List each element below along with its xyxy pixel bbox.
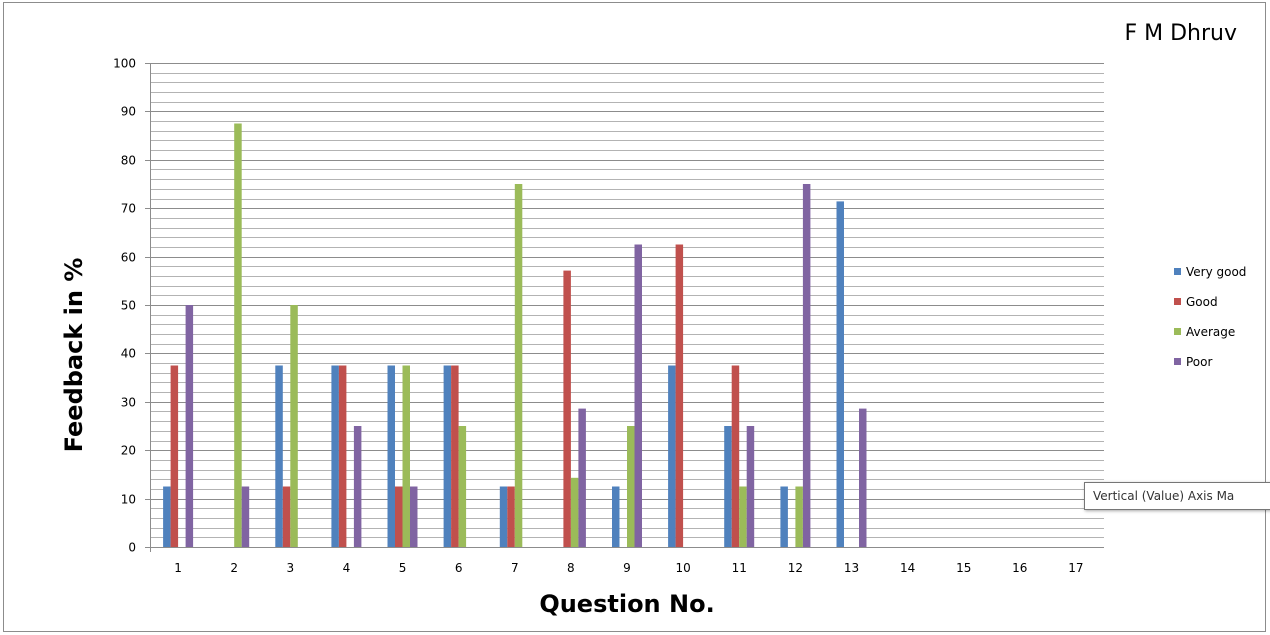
legend-swatch	[1174, 358, 1181, 365]
bar-very-good[interactable]	[499, 486, 508, 548]
bar-average[interactable]	[514, 184, 523, 547]
x-tick-label: 2	[230, 561, 238, 575]
bar-very-good[interactable]	[612, 486, 620, 548]
axis-tooltip: Vertical (Value) Axis Ma	[1084, 482, 1270, 510]
legend-swatch	[1174, 298, 1181, 305]
bar-poor[interactable]	[859, 408, 867, 547]
bar-good[interactable]	[563, 270, 571, 547]
y-tick-label: 70	[121, 202, 136, 216]
y-tick-label: 10	[121, 493, 136, 507]
bar-good[interactable]	[451, 365, 459, 548]
bar-poor[interactable]	[241, 486, 250, 548]
bar-very-good[interactable]	[331, 365, 339, 548]
y-tick-label: 30	[121, 396, 136, 410]
bar-average[interactable]	[234, 123, 242, 548]
bar-average[interactable]	[627, 426, 635, 547]
bar-good[interactable]	[731, 365, 740, 548]
bars	[163, 123, 867, 548]
legend[interactable]: Very good Good Average Poor	[1174, 265, 1246, 369]
bar-poor[interactable]	[802, 184, 811, 547]
x-tick-label: 16	[1012, 561, 1027, 575]
x-tick-label: 1	[174, 561, 182, 575]
x-tick-label: 17	[1068, 561, 1083, 575]
bar-good[interactable]	[507, 486, 515, 548]
y-tick-label: 40	[121, 347, 136, 361]
bar-very-good[interactable]	[275, 365, 283, 548]
y-tick-label: 0	[128, 541, 136, 555]
bar-average[interactable]	[570, 477, 579, 547]
bar-very-good[interactable]	[668, 365, 676, 548]
bar-very-good[interactable]	[443, 365, 452, 548]
bar-average[interactable]	[458, 426, 467, 547]
legend-label: Poor	[1186, 355, 1212, 369]
bar-average[interactable]	[402, 365, 411, 548]
chart-title[interactable]: F M Dhruv	[1124, 21, 1237, 46]
x-tick-label: 11	[732, 561, 747, 575]
bar-good[interactable]	[395, 486, 403, 548]
x-tick-label: 9	[623, 561, 631, 575]
bar-very-good[interactable]	[724, 426, 732, 547]
legend-swatch	[1174, 268, 1181, 275]
y-tick-label: 80	[121, 154, 136, 168]
y-axis-title[interactable]: Feedback in %	[60, 258, 88, 453]
x-tick-label: 12	[788, 561, 803, 575]
x-tick-label: 10	[675, 561, 690, 575]
bar-average[interactable]	[739, 486, 747, 548]
x-tick-label: 3	[286, 561, 294, 575]
x-tick-label: 4	[343, 561, 351, 575]
bar-poor[interactable]	[746, 426, 755, 547]
bar-average[interactable]	[290, 305, 298, 547]
y-tick-label: 100	[113, 57, 136, 71]
bar-good[interactable]	[282, 486, 291, 548]
y-tick-label: 60	[121, 251, 136, 265]
bar-average[interactable]	[795, 486, 803, 548]
x-tick-label: 8	[567, 561, 575, 575]
x-tick-label: 13	[844, 561, 859, 575]
y-tick-label: 20	[121, 444, 136, 458]
bar-good[interactable]	[170, 365, 179, 548]
bar-poor[interactable]	[353, 426, 362, 547]
legend-label: Good	[1186, 295, 1218, 309]
bar-very-good[interactable]	[780, 486, 788, 548]
x-tick-label: 5	[399, 561, 407, 575]
legend-label: Very good	[1186, 265, 1246, 279]
x-tick-label: 14	[900, 561, 915, 575]
bar-very-good[interactable]	[387, 365, 396, 548]
x-tick-label: 6	[455, 561, 463, 575]
legend-label: Average	[1186, 325, 1235, 339]
bar-poor[interactable]	[578, 408, 586, 547]
bar-good[interactable]	[675, 244, 684, 548]
bar-poor[interactable]	[410, 486, 418, 548]
legend-swatch	[1174, 328, 1181, 335]
y-tick-label: 90	[121, 105, 136, 119]
x-tick-label: 7	[511, 561, 519, 575]
bar-very-good[interactable]	[836, 201, 845, 547]
y-tick-label: 50	[121, 299, 136, 313]
bar-good[interactable]	[338, 365, 347, 548]
bar-very-good[interactable]	[163, 486, 171, 548]
x-axis-title[interactable]: Question No.	[539, 590, 714, 618]
bar-poor[interactable]	[634, 244, 643, 548]
x-tick-label: 15	[956, 561, 971, 575]
bar-poor[interactable]	[185, 305, 194, 547]
